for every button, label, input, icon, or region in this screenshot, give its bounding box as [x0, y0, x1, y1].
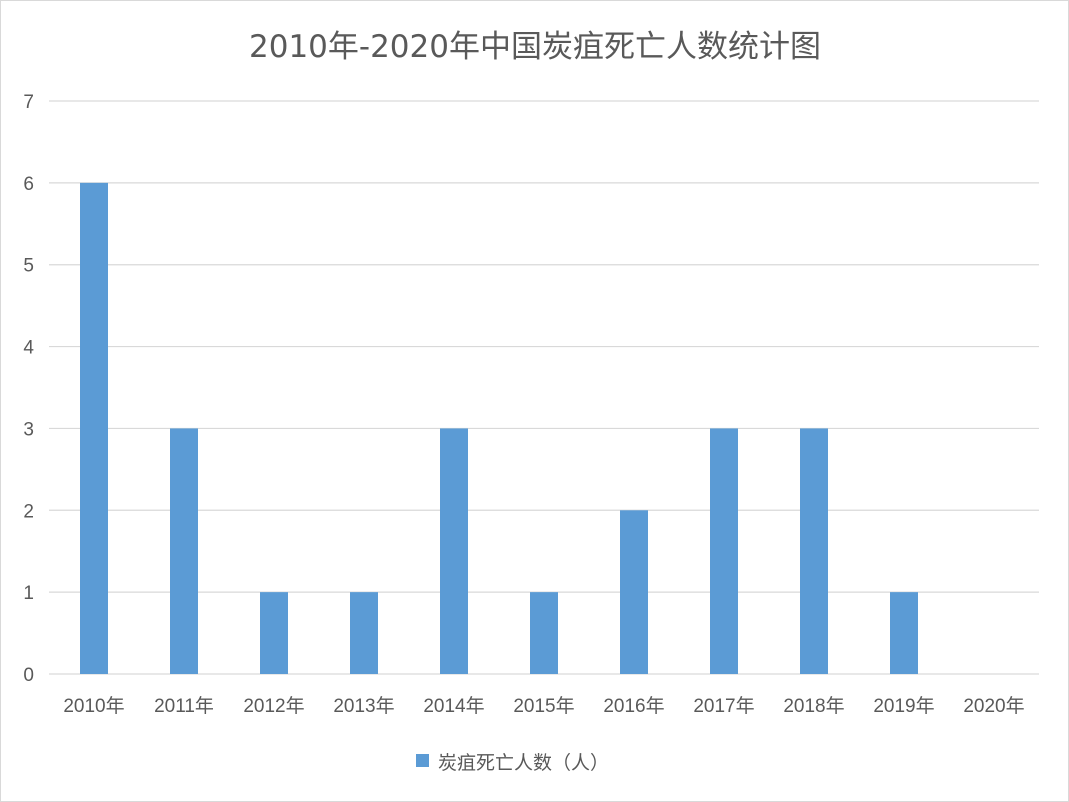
bar [80, 182, 108, 674]
y-tick-label: 2 [23, 501, 34, 522]
chart-title: 2010年-2020年中国炭疽死亡人数统计图 [249, 29, 821, 65]
y-tick-label: 5 [23, 256, 34, 277]
y-tick-label: 1 [23, 583, 34, 604]
legend-label: 炭疽死亡人数（人） [438, 752, 609, 774]
y-tick-label: 7 [23, 92, 34, 113]
bar [440, 428, 468, 674]
x-tick-label: 2018年 [783, 695, 844, 717]
x-tick-label: 2010年 [63, 695, 124, 717]
legend: 炭疽死亡人数（人） [416, 752, 609, 774]
bar [800, 428, 828, 674]
bar [170, 428, 198, 674]
bar [890, 592, 918, 674]
bar [350, 592, 378, 674]
y-tick-label: 3 [23, 419, 34, 440]
x-tick-label: 2017年 [693, 695, 754, 717]
x-tick-label: 2019年 [873, 695, 934, 717]
x-tick-label: 2011年 [154, 695, 214, 717]
x-tick-label: 2014年 [423, 695, 484, 717]
x-tick-label: 2013年 [333, 695, 394, 717]
x-axis-ticks: 2010年 2011年 2012年 2013年 2014年 2015年 2016年 2017年… [63, 695, 1024, 717]
x-tick-label: 2012年 [243, 695, 304, 717]
x-tick-label: 2015年 [513, 695, 574, 717]
y-tick-label: 6 [23, 174, 34, 195]
y-tick-label: 4 [23, 338, 34, 359]
x-tick-label: 2020年 [963, 695, 1024, 717]
y-tick-label: 0 [23, 665, 34, 686]
bar [710, 428, 738, 674]
gridlines [49, 100, 1039, 675]
bar [260, 592, 288, 674]
bars [80, 182, 918, 674]
bar [620, 510, 648, 674]
y-axis-ticks: 0 1 2 3 4 5 6 7 [23, 92, 34, 686]
x-tick-label: 2016年 [603, 695, 664, 717]
bar [530, 592, 558, 674]
legend-swatch [416, 754, 429, 767]
